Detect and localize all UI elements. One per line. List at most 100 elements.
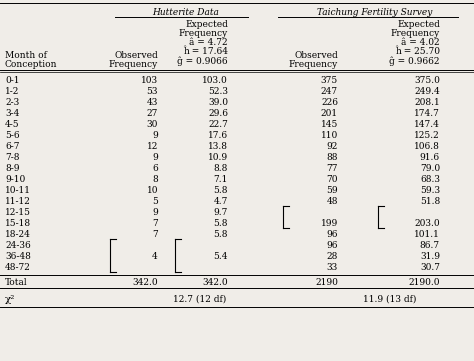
Text: 4.7: 4.7 <box>214 197 228 206</box>
Text: Frequency: Frequency <box>289 60 338 69</box>
Text: ĝ = 0.9066: ĝ = 0.9066 <box>177 56 228 65</box>
Text: 30: 30 <box>146 120 158 129</box>
Text: â = 4.02: â = 4.02 <box>401 38 440 47</box>
Text: 33: 33 <box>327 263 338 272</box>
Text: 88: 88 <box>327 153 338 162</box>
Text: 201: 201 <box>321 109 338 118</box>
Text: 31.9: 31.9 <box>420 252 440 261</box>
Text: 375: 375 <box>321 76 338 85</box>
Text: 7: 7 <box>152 230 158 239</box>
Text: 174.7: 174.7 <box>414 109 440 118</box>
Text: Frequency: Frequency <box>179 29 228 38</box>
Text: 12-15: 12-15 <box>5 208 31 217</box>
Text: 48-72: 48-72 <box>5 263 31 272</box>
Text: 11.9 (13 df): 11.9 (13 df) <box>363 295 417 304</box>
Text: 15-18: 15-18 <box>5 219 31 228</box>
Text: 12: 12 <box>146 142 158 151</box>
Text: 2190: 2190 <box>315 278 338 287</box>
Text: 22.7: 22.7 <box>208 120 228 129</box>
Text: 5.8: 5.8 <box>213 230 228 239</box>
Text: 10-11: 10-11 <box>5 186 31 195</box>
Text: 1-2: 1-2 <box>5 87 19 96</box>
Text: Frequency: Frequency <box>109 60 158 69</box>
Text: ĥ = 17.64: ĥ = 17.64 <box>183 47 228 56</box>
Text: 342.0: 342.0 <box>132 278 158 287</box>
Text: 17.6: 17.6 <box>208 131 228 140</box>
Text: 28: 28 <box>327 252 338 261</box>
Text: 10: 10 <box>146 186 158 195</box>
Text: Frequency: Frequency <box>391 29 440 38</box>
Text: 8.8: 8.8 <box>214 164 228 173</box>
Text: 59.3: 59.3 <box>420 186 440 195</box>
Text: 96: 96 <box>327 241 338 250</box>
Text: 91.6: 91.6 <box>420 153 440 162</box>
Text: 27: 27 <box>146 109 158 118</box>
Text: 103: 103 <box>141 76 158 85</box>
Text: 11-12: 11-12 <box>5 197 31 206</box>
Text: 52.3: 52.3 <box>208 87 228 96</box>
Text: â = 4.72: â = 4.72 <box>190 38 228 47</box>
Text: Conception: Conception <box>5 60 57 69</box>
Text: 24-36: 24-36 <box>5 241 31 250</box>
Text: 79.0: 79.0 <box>420 164 440 173</box>
Text: 9.7: 9.7 <box>214 208 228 217</box>
Text: 51.8: 51.8 <box>420 197 440 206</box>
Text: 77: 77 <box>327 164 338 173</box>
Text: 226: 226 <box>321 98 338 107</box>
Text: 4-5: 4-5 <box>5 120 19 129</box>
Text: 247: 247 <box>321 87 338 96</box>
Text: 103.0: 103.0 <box>202 76 228 85</box>
Text: 70: 70 <box>327 175 338 184</box>
Text: 9: 9 <box>152 208 158 217</box>
Text: 208.1: 208.1 <box>414 98 440 107</box>
Text: Expected: Expected <box>397 20 440 29</box>
Text: 5.8: 5.8 <box>213 186 228 195</box>
Text: 36-48: 36-48 <box>5 252 31 261</box>
Text: 5-6: 5-6 <box>5 131 19 140</box>
Text: 53: 53 <box>146 87 158 96</box>
Text: Hutterite Data: Hutterite Data <box>153 8 219 17</box>
Text: 9-10: 9-10 <box>5 175 25 184</box>
Text: 342.0: 342.0 <box>202 278 228 287</box>
Text: 4: 4 <box>152 252 158 261</box>
Text: 2-3: 2-3 <box>5 98 19 107</box>
Text: 5.8: 5.8 <box>213 219 228 228</box>
Text: 48: 48 <box>327 197 338 206</box>
Text: 110: 110 <box>321 131 338 140</box>
Text: Total: Total <box>5 278 27 287</box>
Text: 375.0: 375.0 <box>414 76 440 85</box>
Text: 30.7: 30.7 <box>420 263 440 272</box>
Text: ĥ = 25.70: ĥ = 25.70 <box>395 47 440 56</box>
Text: 6: 6 <box>152 164 158 173</box>
Text: 199: 199 <box>321 219 338 228</box>
Text: 145: 145 <box>320 120 338 129</box>
Text: 7.1: 7.1 <box>214 175 228 184</box>
Text: Observed: Observed <box>294 51 338 60</box>
Text: 39.0: 39.0 <box>208 98 228 107</box>
Text: Month of: Month of <box>5 51 47 60</box>
Text: 92: 92 <box>327 142 338 151</box>
Text: χ²: χ² <box>5 295 15 304</box>
Text: 125.2: 125.2 <box>414 131 440 140</box>
Text: 43: 43 <box>146 98 158 107</box>
Text: 96: 96 <box>327 230 338 239</box>
Text: 7: 7 <box>152 219 158 228</box>
Text: Observed: Observed <box>114 51 158 60</box>
Text: 59: 59 <box>327 186 338 195</box>
Text: 2190.0: 2190.0 <box>409 278 440 287</box>
Text: 147.4: 147.4 <box>414 120 440 129</box>
Text: 29.6: 29.6 <box>208 109 228 118</box>
Text: 9: 9 <box>152 131 158 140</box>
Text: 8-9: 8-9 <box>5 164 19 173</box>
Text: 3-4: 3-4 <box>5 109 19 118</box>
Text: 106.8: 106.8 <box>414 142 440 151</box>
Text: 8: 8 <box>152 175 158 184</box>
Text: 203.0: 203.0 <box>414 219 440 228</box>
Text: 86.7: 86.7 <box>420 241 440 250</box>
Text: 7-8: 7-8 <box>5 153 19 162</box>
Text: 10.9: 10.9 <box>208 153 228 162</box>
Text: 0-1: 0-1 <box>5 76 19 85</box>
Text: 101.1: 101.1 <box>414 230 440 239</box>
Text: ĝ = 0.9662: ĝ = 0.9662 <box>390 56 440 65</box>
Text: 12.7 (12 df): 12.7 (12 df) <box>173 295 227 304</box>
